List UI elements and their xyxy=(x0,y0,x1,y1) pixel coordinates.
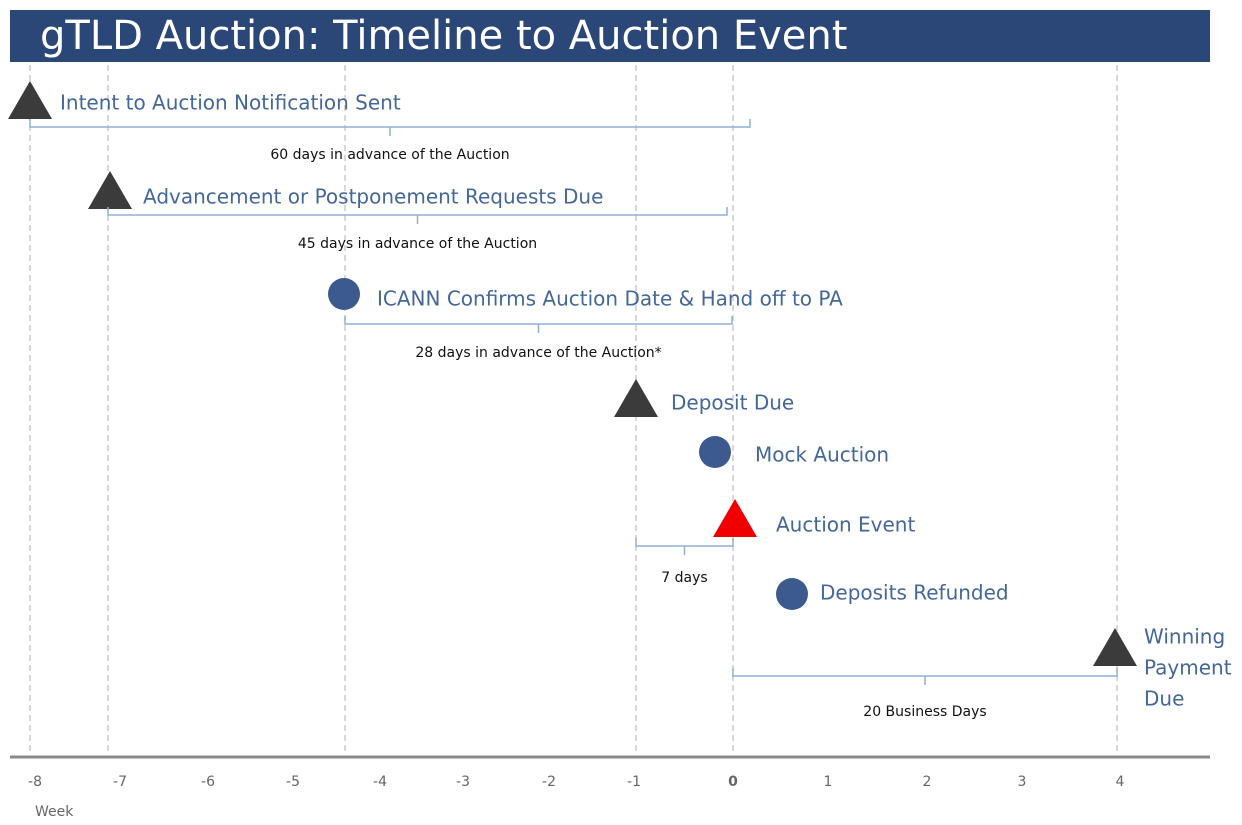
axis-label: Week xyxy=(35,804,74,820)
span-label: 60 days in advance of the Auction xyxy=(270,147,509,163)
week-tick-label: -5 xyxy=(286,774,300,790)
title-bar xyxy=(10,10,1210,62)
title: gTLD Auction: Timeline to Auction Event xyxy=(40,13,847,59)
span-label: 20 Business Days xyxy=(863,704,986,720)
event-label: Mock Auction xyxy=(755,443,889,467)
event-label: Deposit Due xyxy=(671,391,794,415)
bracket xyxy=(107,207,728,224)
span-label: 28 days in advance of the Auction* xyxy=(415,345,661,361)
triangle-marker xyxy=(1093,628,1137,666)
week-tick-label: 0 xyxy=(728,774,738,790)
triangle-marker xyxy=(713,499,757,537)
triangle-marker xyxy=(614,379,658,417)
week-tick-label: -1 xyxy=(627,774,641,790)
event-label: Winning xyxy=(1144,625,1225,649)
week-tick-label: -7 xyxy=(113,774,127,790)
event-label: Intent to Auction Notification Sent xyxy=(60,91,401,115)
week-tick-label: -2 xyxy=(542,774,556,790)
span-label: 45 days in advance of the Auction xyxy=(298,236,537,252)
bracket xyxy=(29,119,751,136)
circle-marker xyxy=(328,278,360,310)
event-label: Auction Event xyxy=(776,513,915,537)
event-label: Advancement or Postponement Requests Due xyxy=(143,185,603,209)
week-tick-label: 4 xyxy=(1116,774,1125,790)
event-label: Deposits Refunded xyxy=(820,581,1009,605)
week-tick-label: -3 xyxy=(456,774,470,790)
event-label: ICANN Confirms Auction Date & Hand off t… xyxy=(377,287,843,311)
circle-marker xyxy=(776,578,808,610)
bracket xyxy=(344,316,733,333)
week-tick-label: 2 xyxy=(923,774,932,790)
week-tick-label: -4 xyxy=(373,774,387,790)
week-tick-label: -6 xyxy=(201,774,215,790)
circle-marker xyxy=(699,436,731,468)
week-tick-label: 3 xyxy=(1018,774,1027,790)
week-tick-label: -8 xyxy=(28,774,42,790)
triangle-marker xyxy=(88,171,132,209)
bracket xyxy=(732,668,1118,685)
triangle-marker xyxy=(8,81,52,119)
bracket xyxy=(635,538,734,555)
week-tick-label: 1 xyxy=(824,774,833,790)
event-label: Due xyxy=(1144,687,1184,711)
event-label: Payment xyxy=(1144,656,1232,680)
span-label: 7 days xyxy=(661,570,707,586)
